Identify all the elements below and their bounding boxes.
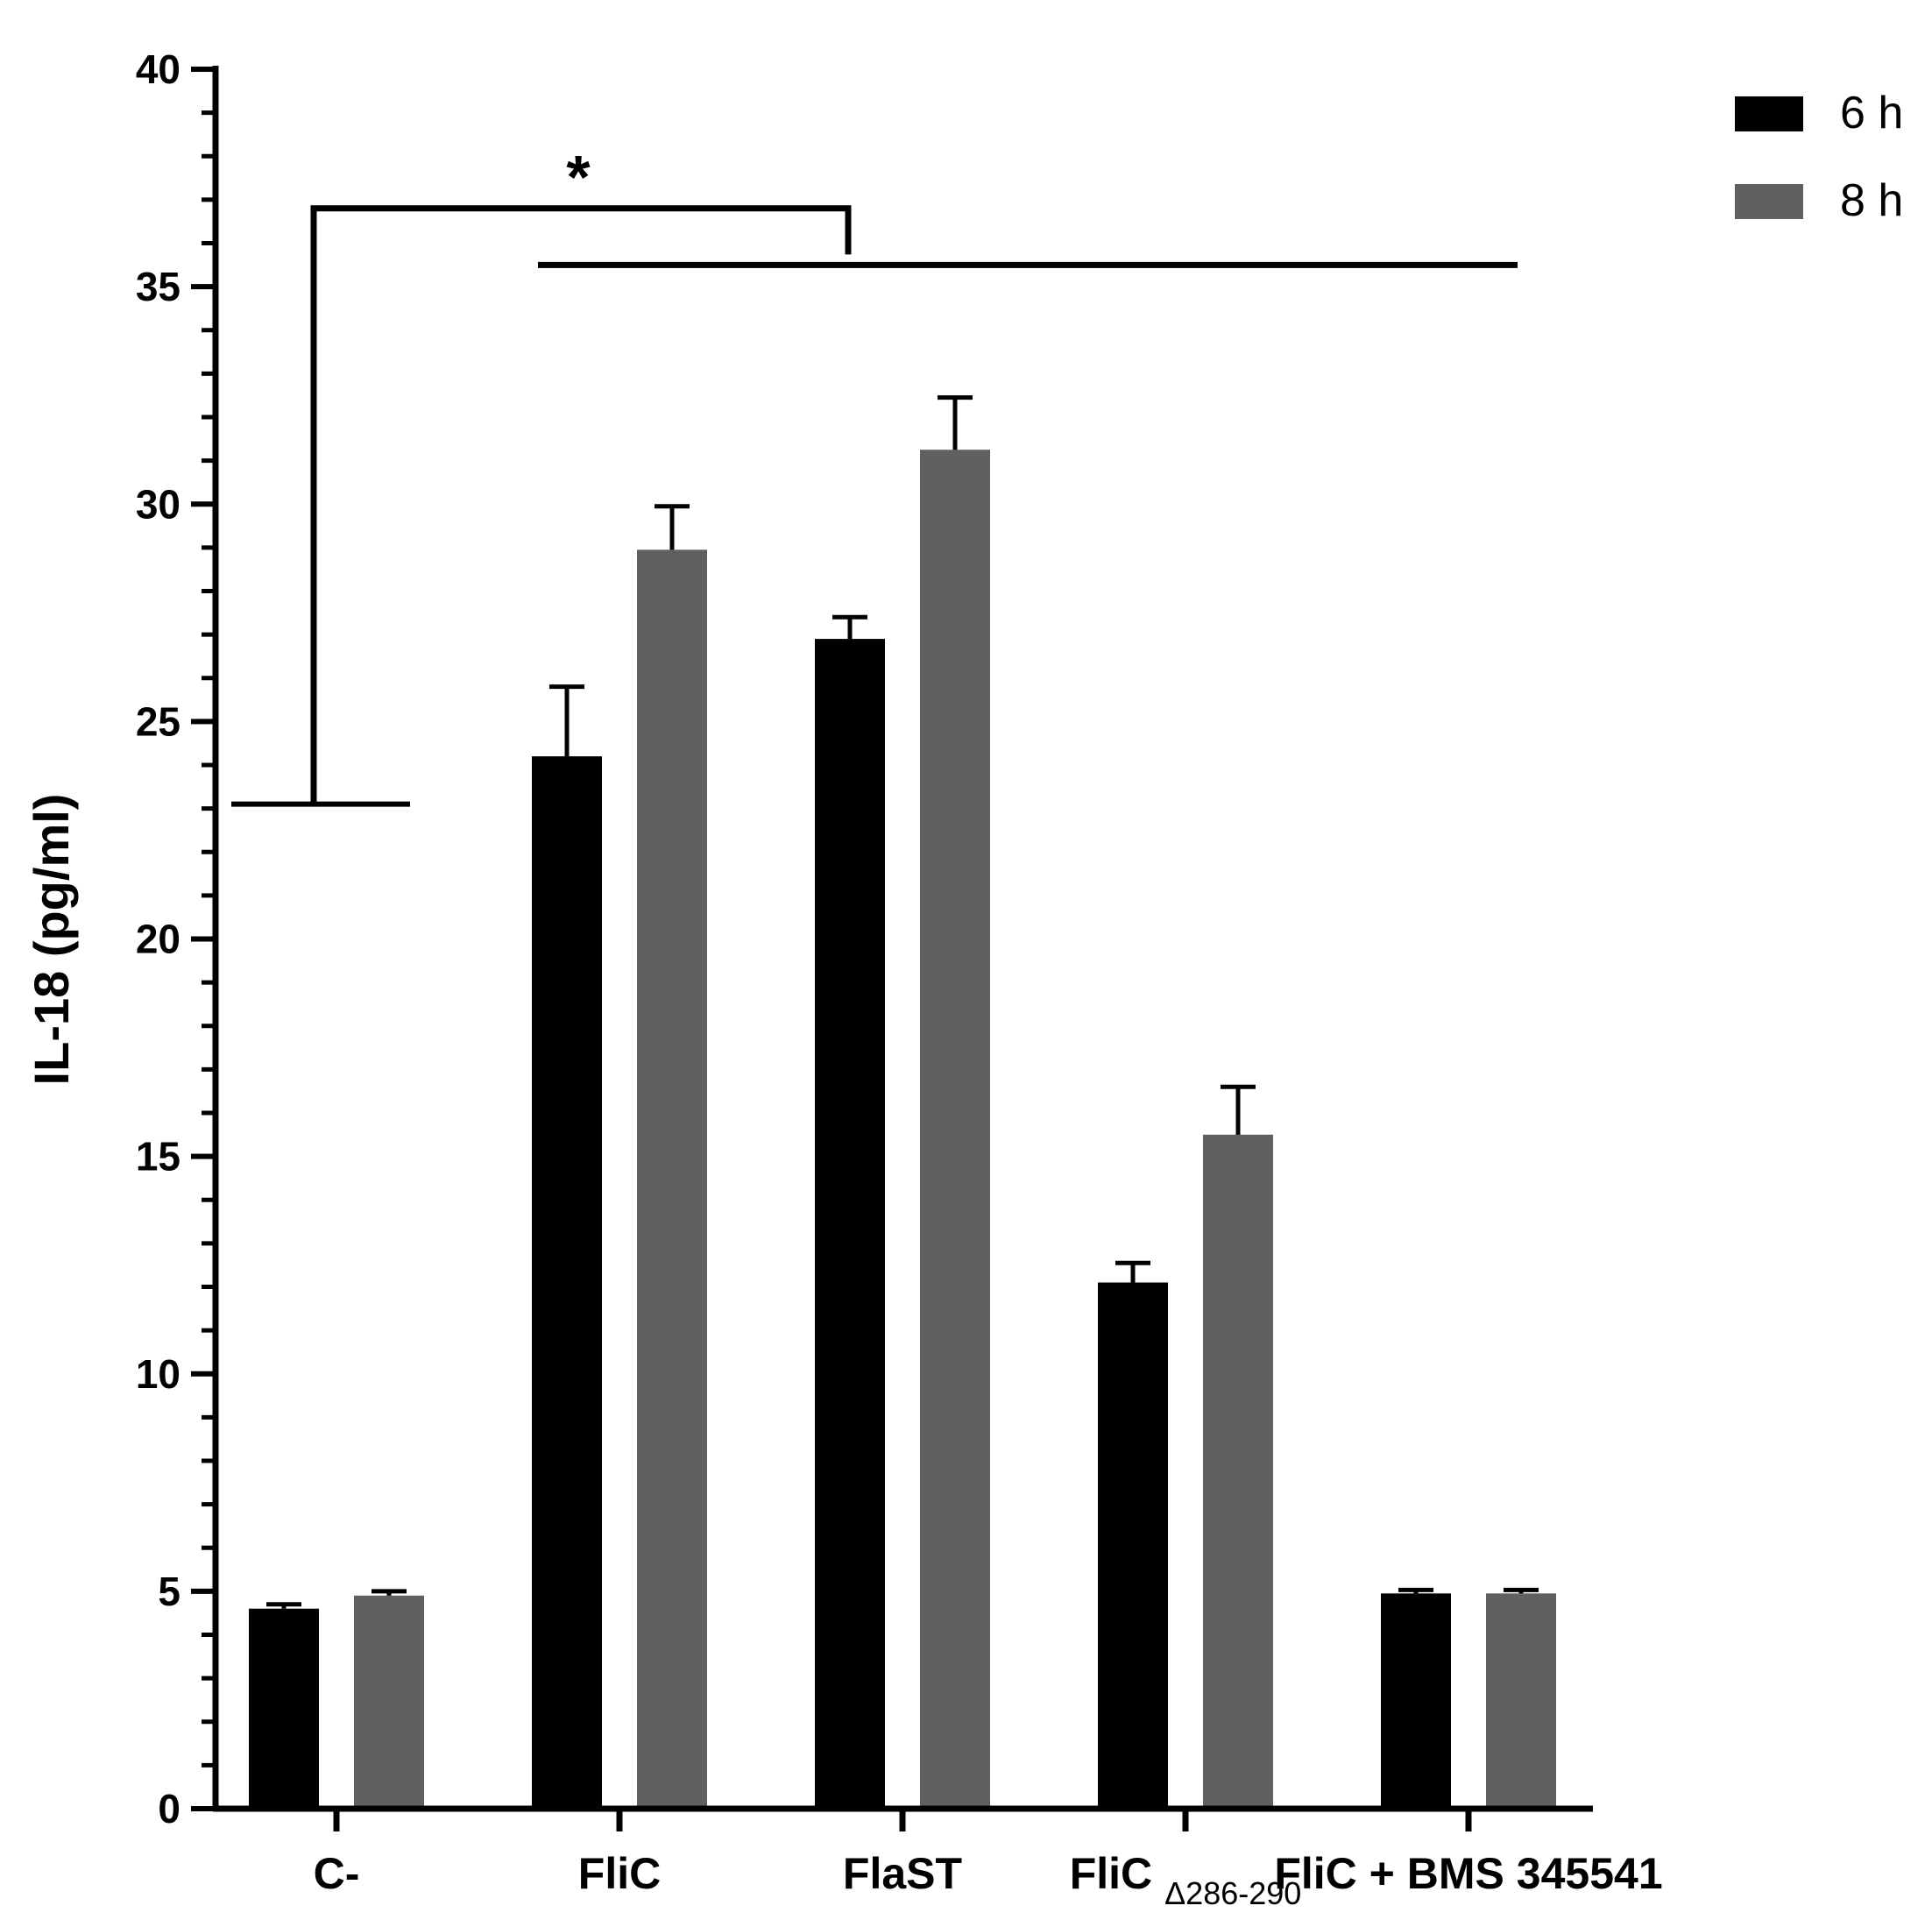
- x-category-label-0: C-: [314, 1849, 360, 1898]
- y-tick-label: 20: [136, 917, 180, 962]
- legend-swatch-8h: [1735, 184, 1803, 219]
- bar-8h-0: [354, 1595, 424, 1809]
- y-tick-label: 40: [136, 46, 180, 92]
- y-tick-label: 15: [136, 1134, 180, 1180]
- bars-layer: [249, 450, 1556, 1810]
- bar-8h-2: [920, 450, 990, 1809]
- y-tick-label: 5: [158, 1569, 180, 1614]
- x-category-label-2: FlaST: [843, 1849, 962, 1898]
- bar-8h-3: [1203, 1134, 1273, 1809]
- x-category-label-3: FliC Δ286-290: [1070, 1849, 1302, 1911]
- bar-6h-0: [249, 1608, 319, 1809]
- significance-bracket: [310, 205, 852, 804]
- bar-8h-4: [1486, 1593, 1556, 1809]
- legend-swatch-6h: [1735, 96, 1803, 131]
- bar-6h-1: [532, 756, 602, 1810]
- y-axis-title: IL-18 (pg/ml): [24, 794, 79, 1086]
- bar-6h-4: [1381, 1593, 1451, 1809]
- legend-label-8h: 8 h: [1840, 175, 1903, 226]
- legend-label-6h: 6 h: [1840, 88, 1903, 138]
- bar-6h-2: [815, 639, 885, 1809]
- y-tick-label: 35: [136, 264, 180, 309]
- significance-asterisk: *: [566, 143, 591, 211]
- x-category-label-4: FliC + BMS 345541: [1274, 1849, 1662, 1898]
- axes-layer: 0 5 10 15 20 25 30 35 40 C- FliC FlaST FliC Δ286-290F…: [24, 46, 1663, 1911]
- error-bars-layer: [266, 395, 1539, 1609]
- y-tick-label: 0: [158, 1786, 180, 1831]
- y-tick-label: 10: [136, 1351, 180, 1397]
- significance-layer: *: [231, 143, 1518, 807]
- y-tick-label: 30: [136, 481, 180, 527]
- legend: 6 h 8 h: [1735, 88, 1903, 226]
- bar-6h-3: [1098, 1282, 1168, 1809]
- x-category-label-1: FliC: [578, 1849, 661, 1898]
- bar-8h-1: [637, 549, 707, 1810]
- y-tick-label: 25: [136, 698, 180, 744]
